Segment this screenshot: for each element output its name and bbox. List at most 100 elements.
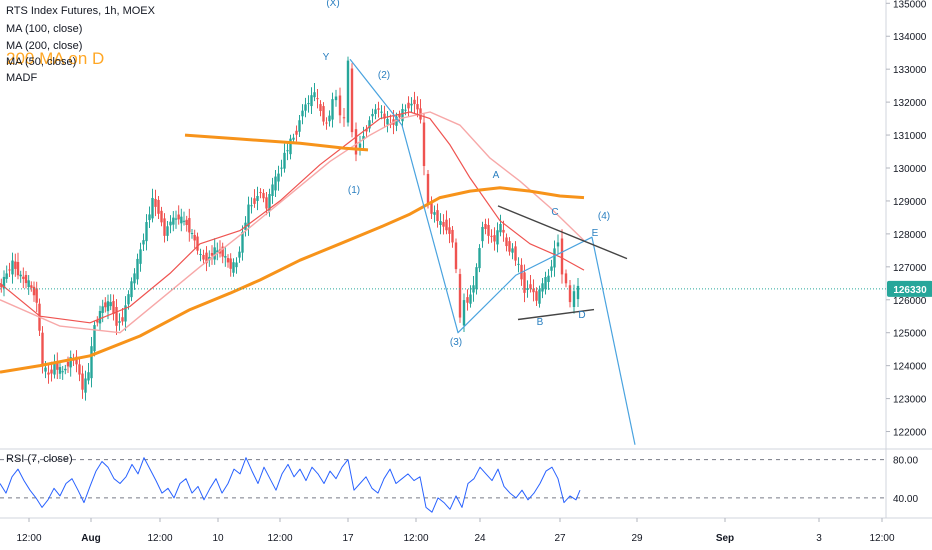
candle-body	[517, 263, 520, 265]
ma100-legend[interactable]: MA (100, close)	[6, 23, 83, 35]
candle-body	[526, 288, 529, 290]
time-tick-label: 17	[342, 533, 354, 544]
price-tick-label: 128000	[893, 230, 927, 241]
candle-body	[322, 106, 325, 122]
time-tick-label: Aug	[81, 533, 100, 544]
candle-body	[24, 274, 28, 284]
candle-body	[30, 285, 33, 288]
candle-body	[286, 150, 289, 152]
candle-body	[354, 129, 358, 155]
wave-label: B	[537, 317, 544, 328]
candle-body	[268, 194, 271, 212]
candle-body	[442, 222, 445, 227]
candle-body	[499, 224, 502, 233]
time-tick-label: 3	[816, 533, 822, 544]
candle-body	[106, 301, 110, 312]
candle-body	[292, 137, 295, 140]
ma50-line	[0, 111, 585, 324]
candle-body	[451, 229, 454, 243]
candle-body	[163, 218, 166, 236]
candle-body	[90, 346, 93, 379]
candle-body	[104, 302, 107, 308]
candle-body	[139, 249, 142, 264]
candle-body	[112, 301, 115, 314]
price-tick-label: 135000	[893, 0, 927, 10]
candle-body	[253, 198, 256, 204]
candle-body	[224, 256, 227, 258]
candle-body	[426, 173, 430, 205]
candle-body	[44, 367, 47, 372]
candle-body	[81, 373, 84, 390]
candle-body	[365, 129, 368, 132]
candle-body	[130, 281, 133, 298]
candle-body	[5, 273, 8, 279]
ma200-legend[interactable]: MA (200, close)	[6, 40, 83, 52]
candle-body	[69, 357, 72, 368]
candle-body	[133, 273, 136, 284]
candle-body	[180, 216, 183, 224]
candle-body	[484, 224, 487, 229]
wave-label: (X)	[326, 0, 339, 9]
price-tick-label: 129000	[893, 197, 927, 208]
candle-body	[19, 274, 22, 277]
candle-body	[202, 254, 205, 260]
candle-body	[436, 210, 439, 222]
candle-body	[350, 68, 354, 133]
ma50-legend[interactable]: MA (50, close)	[6, 56, 77, 68]
candle-body	[157, 199, 160, 214]
candle-body	[454, 242, 458, 270]
candle-body	[328, 115, 331, 122]
candle-body	[61, 371, 64, 373]
candle-body	[377, 108, 380, 110]
candle-body	[386, 118, 389, 125]
candle-body	[511, 248, 514, 253]
candle-body	[235, 262, 238, 268]
candle-body	[151, 197, 154, 219]
madf-legend[interactable]: MADF	[6, 72, 38, 84]
time-tick-label: 12:00	[869, 533, 894, 544]
candle-body	[221, 246, 224, 257]
time-tick-label: 29	[631, 533, 643, 544]
candle-body	[2, 276, 6, 289]
candle-body	[325, 122, 328, 124]
candle-body	[280, 167, 283, 169]
candle-body	[413, 99, 416, 105]
candle-body	[216, 250, 219, 253]
candle-body	[27, 280, 30, 288]
time-tick-label: 27	[554, 533, 566, 544]
rsi-legend[interactable]: RSI (7, close)	[6, 453, 73, 465]
candle-body	[331, 99, 334, 120]
candle-body	[313, 92, 316, 98]
candle-body	[0, 283, 3, 288]
rsi-tick-label: 80.00	[893, 456, 918, 467]
candle-body	[319, 104, 322, 112]
candle-body	[401, 109, 404, 122]
candle-body	[304, 104, 307, 111]
candle-body	[93, 325, 96, 352]
symbol-title[interactable]: RTS Index Futures, 1h, MOEX	[6, 5, 155, 17]
candle-body	[196, 236, 199, 251]
candle-body	[523, 272, 526, 293]
candle-body	[271, 184, 274, 196]
candle-body	[127, 294, 130, 305]
candle-body	[398, 114, 401, 118]
candle-body	[182, 220, 186, 222]
candle-body	[190, 233, 194, 235]
candle-body	[404, 109, 407, 111]
wave-label: (1)	[348, 185, 360, 196]
triangle-lower-trendline	[517, 308, 595, 321]
candle-body	[439, 221, 442, 225]
candle-body	[238, 251, 241, 258]
current-price-badge[interactable]	[887, 280, 932, 297]
wave-label: D	[578, 310, 585, 321]
time-tick-label: 12:00	[147, 533, 172, 544]
candle-body	[462, 300, 466, 326]
ma200-daily-note: 200 MA on D	[6, 49, 105, 68]
candle-body	[262, 193, 265, 199]
price-tick-label: 130000	[893, 164, 927, 175]
candle-body	[564, 273, 568, 284]
wave-label: Y	[323, 52, 330, 63]
candle-body	[98, 310, 102, 324]
candle-body	[374, 109, 377, 114]
